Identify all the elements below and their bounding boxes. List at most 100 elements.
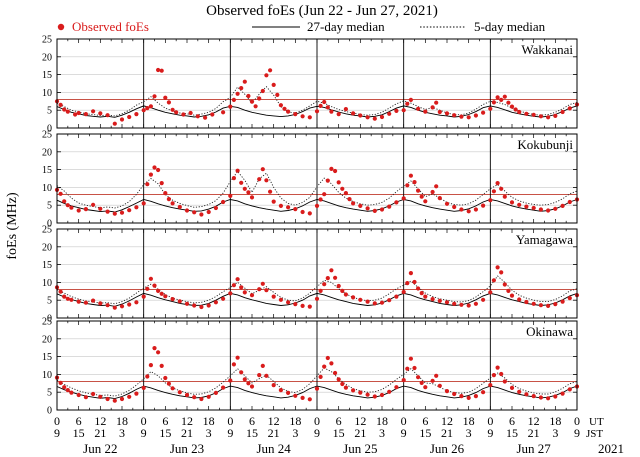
- observed-point-wakkanai: [170, 107, 175, 112]
- observed-point-yamagawa: [560, 299, 565, 304]
- ut-tick-label: 6: [336, 414, 342, 428]
- observed-point-wakkanai: [502, 94, 507, 99]
- observed-point-kokubunji: [502, 194, 507, 199]
- legend: Observed foEs 27-day median 5-day median: [57, 19, 546, 34]
- observed-point-yamagawa: [235, 277, 240, 282]
- observed-point-okinawa: [437, 383, 442, 388]
- jst-tick-label: 15: [333, 426, 345, 440]
- observed-point-wakkanai: [181, 112, 186, 117]
- observed-point-kokubunji: [538, 207, 544, 212]
- y-tick-label-wakkanai: 0: [47, 124, 52, 135]
- observed-point-kokubunji: [524, 204, 529, 209]
- observed-point-kokubunji: [322, 192, 327, 197]
- observed-point-wakkanai: [195, 114, 200, 119]
- observed-point-yamagawa: [58, 289, 63, 294]
- observed-point-yamagawa: [473, 301, 478, 306]
- observed-point-yamagawa: [459, 302, 464, 307]
- observed-point-wakkanai: [112, 121, 117, 126]
- ut-tick-label: 0: [54, 414, 60, 428]
- observed-point-okinawa: [119, 396, 125, 402]
- observed-point-kokubunji: [166, 197, 171, 202]
- y-tick-label-yamagawa: 5: [47, 296, 52, 307]
- observed-point-okinawa: [152, 346, 157, 351]
- observed-point-kokubunji: [83, 207, 88, 212]
- observed-point-yamagawa: [379, 300, 385, 305]
- observed-point-kokubunji: [231, 176, 236, 181]
- observed-point-wakkanai: [253, 104, 258, 109]
- observed-point-wakkanai: [65, 109, 70, 114]
- observed-point-yamagawa: [62, 294, 67, 299]
- observed-point-okinawa: [473, 394, 478, 399]
- observed-point-kokubunji: [499, 186, 504, 191]
- observed-point-wakkanai: [343, 107, 348, 112]
- observed-point-kokubunji: [307, 211, 312, 216]
- observed-point-kokubunji: [300, 209, 305, 215]
- ut-tick-label: 12: [94, 414, 106, 428]
- observed-point-kokubunji: [401, 196, 406, 201]
- observed-point-wakkanai: [329, 109, 334, 114]
- observed-point-okinawa: [340, 381, 345, 387]
- observed-point-wakkanai: [336, 112, 341, 117]
- observed-point-okinawa: [524, 392, 529, 397]
- observed-point-yamagawa: [423, 294, 428, 299]
- observed-point-kokubunji: [488, 198, 493, 203]
- observed-point-kokubunji: [365, 206, 370, 211]
- observed-point-wakkanai: [264, 73, 269, 78]
- observed-point-yamagawa: [365, 299, 370, 304]
- observed-point-wakkanai: [358, 113, 363, 118]
- observed-point-kokubunji: [119, 210, 125, 215]
- observed-point-okinawa: [166, 381, 171, 386]
- observed-point-wakkanai: [513, 107, 518, 112]
- observed-point-yamagawa: [213, 300, 218, 305]
- observed-point-kokubunji: [325, 178, 330, 183]
- observed-point-yamagawa: [394, 294, 399, 299]
- observed-point-okinawa: [148, 363, 153, 368]
- observed-point-yamagawa: [145, 286, 150, 291]
- observed-point-yamagawa: [260, 281, 265, 286]
- jst-tick-label: 3: [206, 426, 212, 440]
- observed-point-wakkanai: [473, 113, 478, 118]
- observed-point-wakkanai: [98, 111, 103, 116]
- y-tick-label-okinawa: 0: [47, 406, 52, 417]
- observed-point-kokubunji: [278, 203, 283, 208]
- observed-point-wakkanai: [488, 106, 493, 111]
- observed-point-kokubunji: [340, 186, 345, 191]
- observed-point-wakkanai: [509, 104, 515, 109]
- observed-point-wakkanai: [495, 95, 500, 100]
- observed-point-kokubunji: [163, 191, 168, 196]
- observed-point-okinawa: [98, 394, 103, 399]
- observed-point-okinawa: [459, 394, 464, 399]
- observed-point-okinawa: [336, 377, 341, 382]
- observed-point-okinawa: [314, 386, 320, 391]
- jst-tick-label: 9: [227, 426, 233, 440]
- observed-point-okinawa: [318, 374, 323, 379]
- observed-point-kokubunji: [257, 177, 262, 182]
- observed-point-kokubunji: [419, 194, 424, 199]
- observed-point-kokubunji: [560, 203, 565, 208]
- legend-observed-marker: [57, 23, 65, 31]
- observed-point-yamagawa: [491, 278, 496, 283]
- observed-point-kokubunji: [76, 208, 81, 213]
- observed-point-kokubunji: [430, 189, 435, 195]
- y-tick-label-kokubunji: 0: [47, 219, 52, 230]
- observed-point-okinawa: [145, 374, 150, 379]
- observed-point-kokubunji: [408, 173, 413, 178]
- jst-tick-label: 9: [574, 426, 580, 440]
- ut-tick-label: 12: [441, 414, 453, 428]
- observed-point-wakkanai: [148, 104, 153, 109]
- observed-point-yamagawa: [358, 297, 363, 302]
- panel-frame-okinawa: [56, 320, 578, 411]
- legend-median5-label: 5-day median: [474, 19, 546, 34]
- y-tick-label-kokubunji: 15: [42, 165, 52, 176]
- observed-point-kokubunji: [271, 199, 276, 204]
- observed-point-okinawa: [553, 394, 558, 399]
- observed-point-yamagawa: [506, 288, 511, 293]
- observed-point-yamagawa: [488, 290, 493, 295]
- observed-point-okinawa: [358, 390, 363, 395]
- observed-point-okinawa: [488, 383, 493, 388]
- observed-point-wakkanai: [210, 112, 215, 117]
- jst-tick-label: 9: [54, 426, 60, 440]
- observed-point-okinawa: [264, 373, 269, 378]
- observed-point-wakkanai: [405, 101, 410, 106]
